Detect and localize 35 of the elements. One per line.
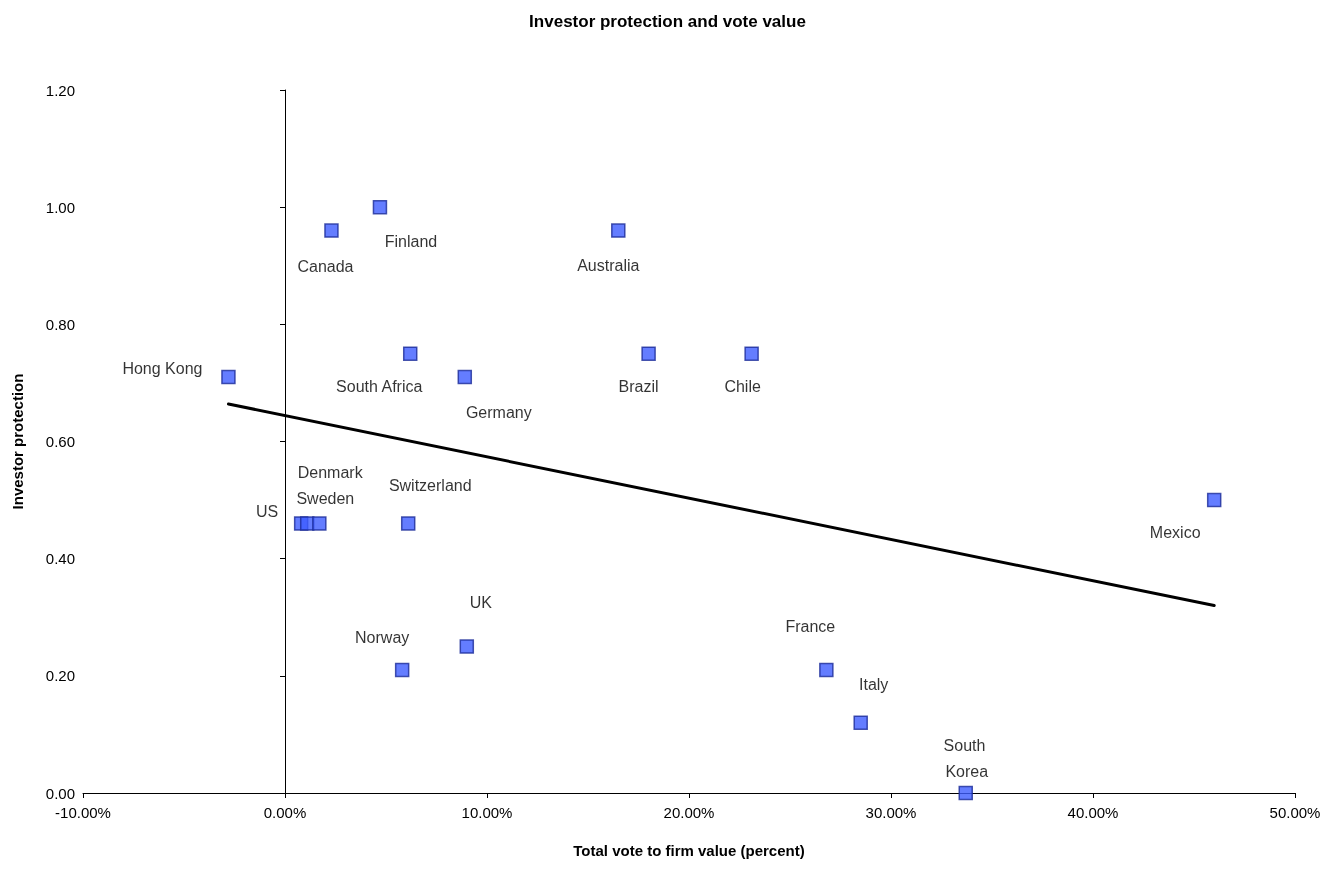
y-tick-label: 0.60 xyxy=(45,433,75,450)
annotation: France xyxy=(785,618,836,636)
y-tick-label: 0.00 xyxy=(45,784,75,802)
annotation: Brazil xyxy=(618,378,659,396)
y-tick-label: 0.80 xyxy=(45,315,75,333)
annotation: Canada xyxy=(297,258,354,276)
x-tick-label: -10.00% xyxy=(55,804,111,821)
annotation: Italy xyxy=(859,676,889,694)
y-axis-title: Investor protection xyxy=(9,373,26,510)
x-tick-label: 20.00% xyxy=(663,804,715,821)
annotation: UK xyxy=(469,594,493,612)
x-tick-label: 10.00% xyxy=(461,804,513,821)
annotation: South Korea xyxy=(943,736,990,780)
annotation: South Africa xyxy=(336,378,423,396)
y-tick-label: 1.20 xyxy=(45,81,75,99)
y-tick-label: 0.20 xyxy=(45,667,75,685)
annotation: Finland xyxy=(384,232,438,250)
y-tick-label: 1.00 xyxy=(45,198,75,216)
annotation: Mexico xyxy=(1149,523,1201,541)
annotation: Denmark xyxy=(297,464,364,482)
chart-title: Investor protection and vote value xyxy=(529,12,806,31)
annotation: Germany xyxy=(465,403,532,421)
x-axis-title: Total vote to firm value (percent) xyxy=(573,842,805,859)
y-tick-label: 0.40 xyxy=(45,550,75,568)
x-tick-label: 40.00% xyxy=(1067,804,1119,821)
annotation: US xyxy=(256,503,279,521)
annotation: Hong Kong xyxy=(122,359,203,377)
annotation: Chile xyxy=(724,378,761,396)
annotation: Switzerland xyxy=(388,477,472,495)
x-tick-label: 30.00% xyxy=(865,804,917,821)
annotation: Norway xyxy=(355,629,410,647)
annotation: Sweden xyxy=(296,490,355,508)
annotation: Australia xyxy=(577,257,640,275)
x-tick-label: 50.00% xyxy=(1269,804,1321,821)
x-tick-label: 0.00% xyxy=(263,804,307,821)
